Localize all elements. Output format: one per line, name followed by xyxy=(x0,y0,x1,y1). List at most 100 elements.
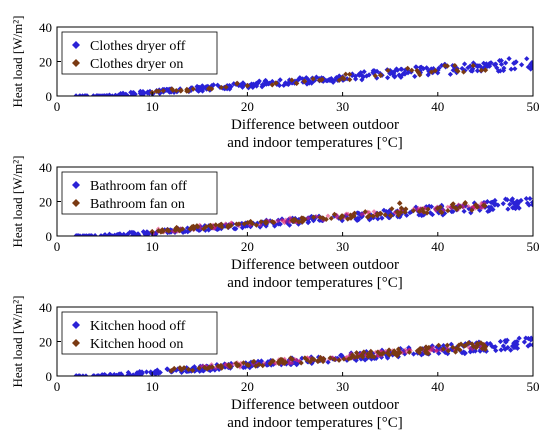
data-point xyxy=(425,206,431,212)
x-tick-label: 20 xyxy=(241,379,254,394)
data-point xyxy=(386,347,392,353)
data-point xyxy=(379,351,385,357)
data-point xyxy=(119,233,125,236)
data-point xyxy=(276,82,283,89)
data-point xyxy=(320,358,326,365)
data-point xyxy=(142,231,149,236)
data-point xyxy=(497,68,503,74)
data-point xyxy=(489,343,495,349)
data-point xyxy=(474,68,481,74)
data-point xyxy=(516,335,522,341)
data-point xyxy=(388,213,394,219)
data-point xyxy=(374,211,381,217)
x-tick-label: 30 xyxy=(336,379,349,394)
data-point xyxy=(420,66,427,72)
data-point xyxy=(138,91,145,96)
marks xyxy=(73,56,533,96)
data-point xyxy=(352,73,359,79)
data-point xyxy=(197,227,203,233)
data-point xyxy=(400,71,406,77)
data-point xyxy=(190,86,196,92)
data-point xyxy=(471,200,478,206)
data-point xyxy=(366,214,372,220)
panel-2: 0 10 20 30 40 50 0 20 40 Heat load [W/m²] Differen… xyxy=(10,156,540,291)
data-point xyxy=(101,373,108,376)
data-point xyxy=(427,210,434,216)
data-point xyxy=(511,60,517,67)
data-point xyxy=(437,204,443,210)
x-tick-label: 40 xyxy=(431,239,444,254)
data-point xyxy=(523,195,529,202)
data-point xyxy=(454,345,460,352)
x-tick-label: 30 xyxy=(336,239,349,254)
y-tick-label: 20 xyxy=(39,335,52,350)
data-point xyxy=(263,81,270,87)
data-point xyxy=(506,56,512,62)
data-point xyxy=(511,340,517,347)
data-point xyxy=(361,349,367,355)
data-point xyxy=(294,357,300,363)
data-point xyxy=(336,77,342,83)
data-point xyxy=(502,346,508,352)
data-point xyxy=(402,67,409,73)
data-point xyxy=(240,360,247,366)
data-point xyxy=(348,355,354,361)
data-point xyxy=(240,364,246,371)
data-point xyxy=(465,65,471,71)
data-point xyxy=(530,62,533,68)
data-point xyxy=(474,63,480,70)
data-point xyxy=(280,218,286,224)
data-point xyxy=(377,72,384,79)
data-point xyxy=(208,222,214,228)
data-point xyxy=(313,74,320,80)
data-point xyxy=(484,199,490,205)
y-tick-label: 40 xyxy=(39,160,52,175)
data-point xyxy=(412,73,418,79)
data-point xyxy=(302,355,308,361)
data-point xyxy=(215,82,221,88)
data-point xyxy=(393,350,400,356)
data-point xyxy=(320,355,327,362)
data-point xyxy=(487,63,493,69)
data-point xyxy=(393,66,400,72)
data-point xyxy=(519,62,525,68)
data-point xyxy=(201,364,208,371)
data-point xyxy=(398,205,404,211)
data-point xyxy=(491,62,498,68)
data-point xyxy=(419,212,425,219)
data-point xyxy=(181,365,187,371)
data-point xyxy=(454,67,460,73)
data-point xyxy=(296,219,302,225)
x-tick-label: 0 xyxy=(54,379,61,394)
data-point xyxy=(359,212,365,217)
data-point xyxy=(253,363,259,369)
x-axis-label-line2: and indoor temperatures [°C] xyxy=(227,415,403,431)
data-point xyxy=(219,224,225,230)
data-point xyxy=(170,228,176,234)
data-point xyxy=(505,206,511,212)
data-point xyxy=(177,88,184,94)
data-point xyxy=(416,208,423,215)
data-point xyxy=(469,346,475,352)
y-tick-label: 0 xyxy=(46,89,53,104)
data-point xyxy=(461,61,468,67)
data-point xyxy=(362,357,368,363)
data-point xyxy=(374,68,380,74)
data-point xyxy=(438,209,444,215)
data-point xyxy=(490,206,496,213)
data-point xyxy=(478,340,484,346)
data-point xyxy=(514,345,521,351)
data-point xyxy=(358,356,364,362)
data-point xyxy=(137,371,143,376)
data-point xyxy=(118,92,124,96)
data-point xyxy=(339,354,346,360)
data-point xyxy=(358,72,365,79)
data-point xyxy=(482,63,489,70)
data-point xyxy=(149,228,155,235)
data-point xyxy=(470,63,476,69)
data-point xyxy=(275,218,281,224)
data-point xyxy=(467,349,473,355)
legend: Clothes dryer off Clothes dryer on xyxy=(61,31,218,75)
legend-label: Kitchen hood on xyxy=(90,337,183,352)
data-point xyxy=(386,352,392,358)
